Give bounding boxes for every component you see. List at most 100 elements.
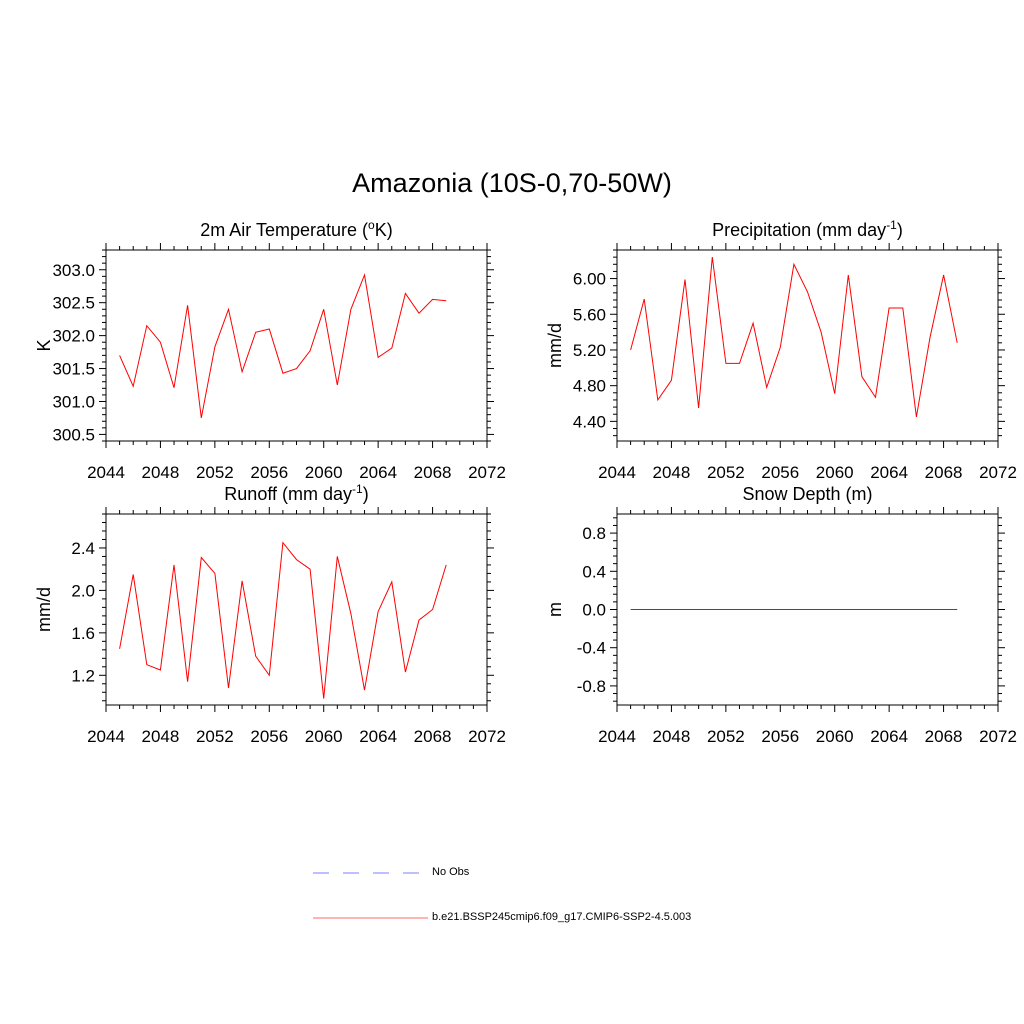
plot-frame	[105, 249, 488, 442]
x-tick-label: 2048	[142, 727, 180, 746]
series-line	[119, 273, 447, 418]
y-tick-label: 1.6	[71, 624, 95, 643]
data-point	[684, 279, 685, 280]
data-point	[201, 417, 202, 418]
y-tick-label: 0.4	[582, 562, 606, 581]
data-point	[364, 690, 365, 691]
panel-2m-air-temperature-k: 2m Air Temperature (oK) K 2044 2048 2052 2056…	[34, 218, 506, 482]
data-point	[310, 569, 311, 570]
data-point	[446, 564, 447, 565]
data-point	[133, 386, 134, 387]
data-point	[712, 257, 713, 258]
data-point	[119, 355, 120, 356]
data-point	[793, 609, 794, 610]
data-point	[378, 357, 379, 358]
data-point	[133, 574, 134, 575]
legend	[313, 872, 428, 919]
legend-label-model: b.e21.BSSP245cmip6.f09_g17.CMIP6-SSP2-4.…	[432, 911, 692, 923]
data-point	[323, 309, 324, 310]
panel-title-superscript: o	[368, 218, 375, 232]
y-tick-label: 6.00	[573, 270, 606, 289]
data-point	[630, 609, 631, 610]
x-tick-label: 2068	[925, 727, 963, 746]
x-tick-label: 2072	[468, 727, 506, 746]
data-point	[848, 274, 849, 275]
data-point	[242, 580, 243, 581]
data-point	[957, 342, 958, 343]
panel-title: 2m Air Temperature (oK)	[200, 218, 392, 240]
data-point	[391, 581, 392, 582]
data-point	[119, 648, 120, 649]
data-point	[201, 557, 202, 558]
x-tick-label: 2052	[196, 463, 234, 482]
y-tick-label: 302.0	[52, 327, 95, 346]
x-tick-label: 2056	[761, 727, 799, 746]
data-point	[929, 609, 930, 610]
data-point	[630, 349, 631, 350]
panel-title-superscript: -1	[352, 482, 363, 496]
panel-title: Snow Depth (m)	[742, 484, 872, 504]
data-point	[391, 348, 392, 349]
data-point	[350, 309, 351, 310]
data-point	[644, 299, 645, 300]
panel-title-superscript: -1	[886, 218, 897, 232]
x-tick-label: 2068	[414, 463, 452, 482]
data-point	[834, 393, 835, 394]
y-tick-label: 301.0	[52, 392, 95, 411]
panel-title-tail: )	[897, 220, 903, 240]
panel-title: Precipitation (mm day-1)	[712, 218, 903, 240]
data-point	[780, 609, 781, 610]
data-point	[875, 397, 876, 398]
data-point	[160, 342, 161, 343]
data-point	[916, 609, 917, 610]
data-point	[929, 337, 930, 338]
data-point	[821, 609, 822, 610]
data-point	[671, 380, 672, 381]
data-point	[269, 328, 270, 329]
y-tick-label: 5.60	[573, 305, 606, 324]
y-tick-label: 4.40	[573, 412, 606, 431]
data-point	[242, 371, 243, 372]
data-point	[698, 407, 699, 408]
data-point	[807, 609, 808, 610]
data-point	[780, 347, 781, 348]
y-tick-label: 2.4	[71, 539, 95, 558]
x-tick-label: 2052	[707, 727, 745, 746]
data-point	[766, 387, 767, 388]
plot-frame	[105, 513, 488, 706]
y-tick-label: 301.5	[52, 360, 95, 379]
data-point	[753, 323, 754, 324]
data-point	[739, 609, 740, 610]
data-point	[875, 609, 876, 610]
x-tick-label: 2072	[979, 727, 1017, 746]
x-tick-label: 2048	[653, 463, 691, 482]
figure-title: Amazonia (10S-0,70-50W)	[352, 168, 672, 198]
x-tick-label: 2060	[305, 463, 343, 482]
data-point	[861, 376, 862, 377]
x-tick-label: 2060	[816, 463, 854, 482]
data-point	[671, 609, 672, 610]
data-point	[173, 564, 174, 565]
legend-label-no-obs: No Obs	[432, 866, 470, 878]
y-tick-label: 4.80	[573, 377, 606, 396]
y-tick-label: 302.5	[52, 294, 95, 313]
data-point	[725, 363, 726, 364]
x-tick-label: 2044	[598, 727, 636, 746]
data-point	[821, 332, 822, 333]
data-point	[684, 609, 685, 610]
data-point	[187, 681, 188, 682]
x-tick-label: 2064	[359, 727, 397, 746]
data-point	[943, 274, 944, 275]
y-tick-label: 303.0	[52, 261, 95, 280]
data-point	[957, 609, 958, 610]
data-point	[337, 556, 338, 557]
data-point	[228, 309, 229, 310]
data-point	[418, 313, 419, 314]
panel-runoff-mm-day: Runoff (mm day-1) mm/d 2044 2048 2052 2056 206…	[34, 482, 506, 746]
data-point	[712, 609, 713, 610]
panel-snow-depth-m: Snow Depth (m) m 2044 2048 2052 2056 2060 2064 2…	[545, 484, 1017, 746]
data-point	[848, 609, 849, 610]
data-point	[228, 687, 229, 688]
data-point	[889, 609, 890, 610]
data-point	[255, 656, 256, 657]
